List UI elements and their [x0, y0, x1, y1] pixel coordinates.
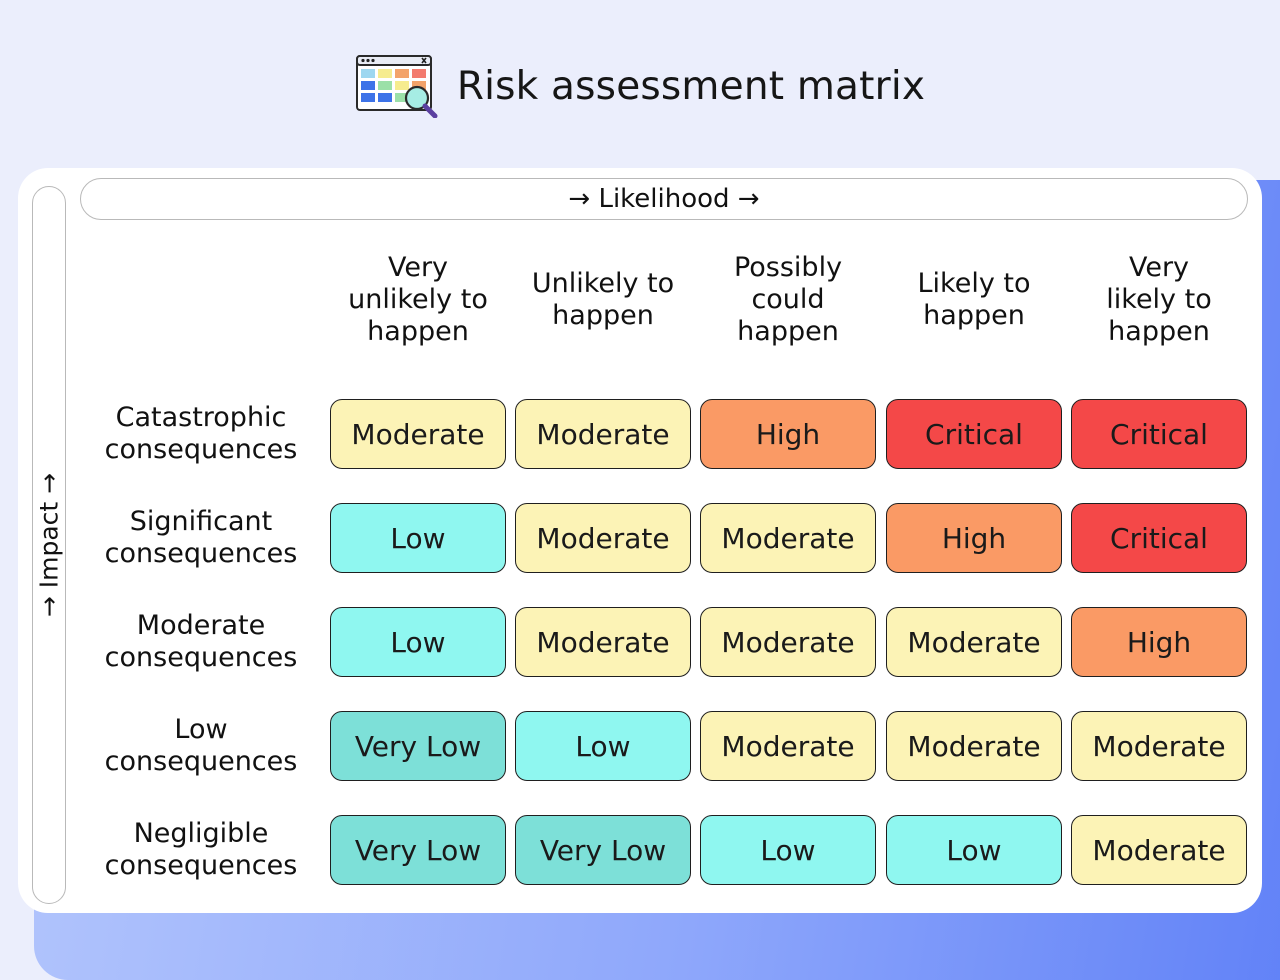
- column-header: Unlikely to happen: [531, 268, 675, 331]
- risk-cell: Moderate: [886, 711, 1062, 781]
- risk-cell: Moderate: [515, 399, 691, 469]
- risk-cell: Very Low: [330, 711, 506, 781]
- likelihood-axis-bar: → Likelihood →: [80, 178, 1248, 220]
- risk-cell: Low: [886, 815, 1062, 885]
- risk-cell: Very Low: [515, 815, 691, 885]
- risk-cell: Moderate: [1071, 711, 1247, 781]
- risk-cell: Moderate: [330, 399, 506, 469]
- risk-cell: Moderate: [886, 607, 1062, 677]
- impact-axis-bar: [32, 186, 66, 904]
- spreadsheet-magnifier-icon: [355, 55, 438, 118]
- row-header: Significant consequences: [104, 506, 298, 569]
- risk-cell: High: [886, 503, 1062, 573]
- risk-cell: Moderate: [515, 503, 691, 573]
- risk-cell: Moderate: [700, 607, 876, 677]
- risk-cell: Low: [330, 607, 506, 677]
- risk-cell: Critical: [886, 399, 1062, 469]
- risk-cell: Low: [700, 815, 876, 885]
- risk-cell: Very Low: [330, 815, 506, 885]
- impact-axis-label: → Impact →: [34, 472, 64, 618]
- page-title: Risk assessment matrix: [456, 63, 926, 109]
- row-header: Negligible consequences: [104, 818, 298, 881]
- row-header: Moderate consequences: [104, 610, 298, 673]
- risk-cell: Moderate: [700, 711, 876, 781]
- risk-cell: Moderate: [515, 607, 691, 677]
- risk-cell: High: [700, 399, 876, 469]
- risk-cell: Critical: [1071, 399, 1247, 469]
- risk-cell: Moderate: [1071, 815, 1247, 885]
- risk-cell: Critical: [1071, 503, 1247, 573]
- risk-cell: Moderate: [700, 503, 876, 573]
- risk-cell: Low: [515, 711, 691, 781]
- column-header: Very likely to happen: [1106, 252, 1212, 347]
- risk-cell: Low: [330, 503, 506, 573]
- column-header: Likely to happen: [917, 268, 1031, 331]
- header: Risk assessment matrix: [0, 50, 1280, 122]
- row-header: Catastrophic consequences: [104, 402, 298, 465]
- row-header: Low consequences: [104, 714, 298, 777]
- risk-cell: High: [1071, 607, 1247, 677]
- column-header: Very unlikely to happen: [348, 252, 488, 347]
- column-header: Possibly could happen: [733, 252, 843, 347]
